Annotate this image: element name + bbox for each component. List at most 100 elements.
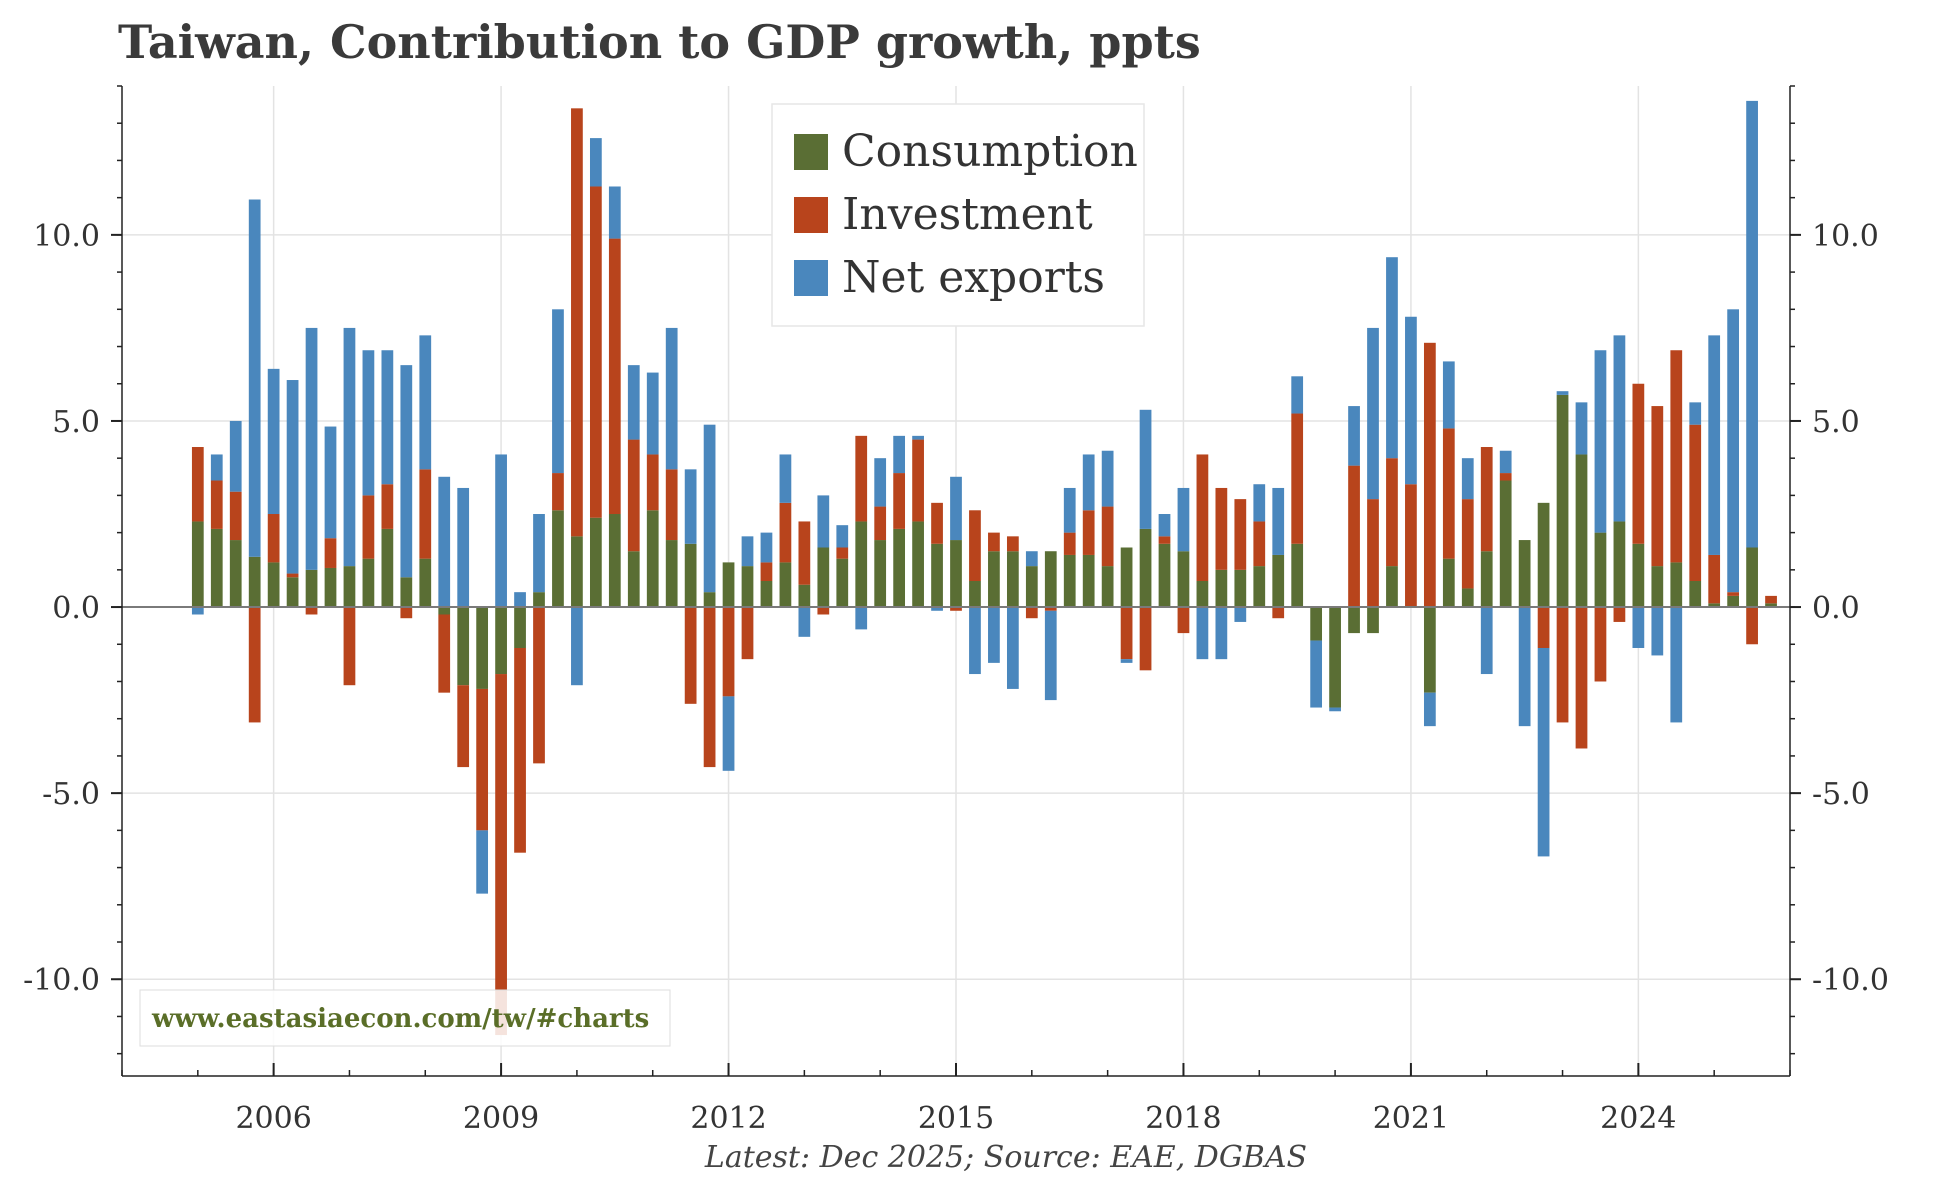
bar-consumption <box>931 543 943 608</box>
bar-net-exports <box>1537 647 1550 857</box>
bar-net-exports <box>248 199 261 557</box>
bar-investment <box>855 435 868 522</box>
bar-investment <box>1063 532 1076 555</box>
bar-consumption <box>1461 588 1474 608</box>
bar-investment <box>874 506 887 541</box>
bar-net-exports <box>191 607 204 615</box>
bar-consumption <box>1329 607 1341 708</box>
bar-investment <box>419 469 432 559</box>
x-tick-label: 2018 <box>1145 1101 1221 1136</box>
bar-consumption <box>1025 566 1038 608</box>
bar-consumption <box>400 577 413 608</box>
bar-investment <box>1423 342 1436 608</box>
legend-swatch-consumption <box>794 134 828 170</box>
bar-consumption <box>874 540 887 608</box>
bar-investment <box>931 502 943 544</box>
bar-investment <box>1006 536 1019 552</box>
bar-investment <box>362 495 375 559</box>
bar-net-exports <box>1727 309 1740 593</box>
bar-net-exports <box>1234 607 1247 622</box>
bar-net-exports <box>874 458 887 507</box>
bar-investment <box>286 573 299 578</box>
bar-investment <box>305 607 318 615</box>
bar-consumption <box>1765 603 1777 608</box>
watermark-link[interactable]: www.eastasiaecon.com/tw/#charts <box>151 1004 649 1034</box>
bar-consumption <box>229 540 242 608</box>
bar-consumption <box>1063 554 1076 608</box>
bar-investment <box>1632 383 1645 544</box>
bar-investment <box>1708 554 1721 604</box>
bar-consumption <box>267 562 280 608</box>
watermark-box[interactable]: www.eastasiaecon.com/tw/#charts <box>139 989 671 1047</box>
bar-investment <box>1120 607 1133 660</box>
legend-label-net-exports: Net exports <box>842 252 1105 303</box>
bar-net-exports <box>1006 607 1019 689</box>
bar-investment <box>495 674 507 1036</box>
bar-consumption <box>893 528 906 608</box>
bar-net-exports <box>1082 454 1095 511</box>
bar-consumption <box>703 592 716 608</box>
y-tick-label-right: -5.0 <box>1812 777 1870 812</box>
bar-consumption <box>457 607 470 686</box>
bar-consumption <box>476 607 489 689</box>
bar-net-exports <box>457 487 470 608</box>
bar-investment <box>1442 428 1455 559</box>
bar-investment <box>1727 592 1740 596</box>
bar-investment <box>457 685 470 768</box>
bar-consumption <box>741 566 754 608</box>
bar-consumption <box>1670 562 1683 608</box>
axes: -10.0 -10.0 -5.0 -5.0 0.0 0.0 5.0 5.0 10.0 10.0 20… <box>23 85 1889 1136</box>
bar-investment <box>950 607 962 611</box>
bar-consumption <box>912 521 924 608</box>
bar-net-exports <box>1272 487 1285 555</box>
bar-investment <box>741 607 754 660</box>
bar-consumption <box>1272 554 1285 608</box>
bar-net-exports <box>267 368 280 515</box>
bar-investment <box>1082 510 1095 555</box>
bar-net-exports <box>1139 409 1152 529</box>
bar-consumption <box>1158 543 1171 608</box>
bar-consumption <box>305 569 318 608</box>
bar-net-exports <box>722 696 735 771</box>
bar-consumption <box>1423 607 1436 693</box>
bar-net-exports <box>286 380 299 574</box>
bar-net-exports <box>1215 607 1228 660</box>
bar-consumption <box>495 607 507 675</box>
x-tick-label: 2012 <box>690 1101 766 1136</box>
bar-net-exports <box>533 514 545 593</box>
bar-consumption <box>1120 547 1133 608</box>
y-tick-label-right: 0.0 <box>1812 591 1860 626</box>
bar-consumption <box>1442 558 1455 608</box>
bar-investment <box>552 473 564 511</box>
bar-investment <box>381 484 394 529</box>
bar-investment <box>1139 607 1152 671</box>
bar-net-exports <box>1253 484 1266 522</box>
bar-investment <box>1575 607 1588 749</box>
bar-investment <box>1594 607 1607 682</box>
bar-investment <box>476 688 489 831</box>
legend-swatch-net-exports <box>794 260 828 296</box>
bar-investment <box>1196 454 1209 581</box>
bar-consumption <box>1575 454 1588 608</box>
y-tick-label-right: 10.0 <box>1812 219 1879 254</box>
bar-net-exports <box>1367 327 1379 500</box>
bar-consumption <box>950 540 962 608</box>
bar-consumption <box>798 584 811 608</box>
bar-consumption <box>1499 480 1512 608</box>
bar-investment <box>836 547 849 559</box>
bar-net-exports <box>1632 607 1645 648</box>
bar-consumption <box>1006 551 1019 608</box>
bar-net-exports <box>343 327 356 567</box>
bar-net-exports <box>1063 487 1076 533</box>
bar-net-exports <box>1689 402 1702 425</box>
bar-investment <box>210 480 223 529</box>
bar-investment <box>817 607 830 615</box>
bar-net-exports <box>1101 450 1114 507</box>
bar-net-exports <box>1386 257 1398 459</box>
bar-investment <box>703 607 716 768</box>
bar-consumption <box>760 581 773 608</box>
bar-investment <box>1101 506 1114 567</box>
bar-net-exports <box>1177 487 1190 552</box>
legend-swatch-investment <box>794 197 828 233</box>
bar-net-exports <box>419 335 432 470</box>
